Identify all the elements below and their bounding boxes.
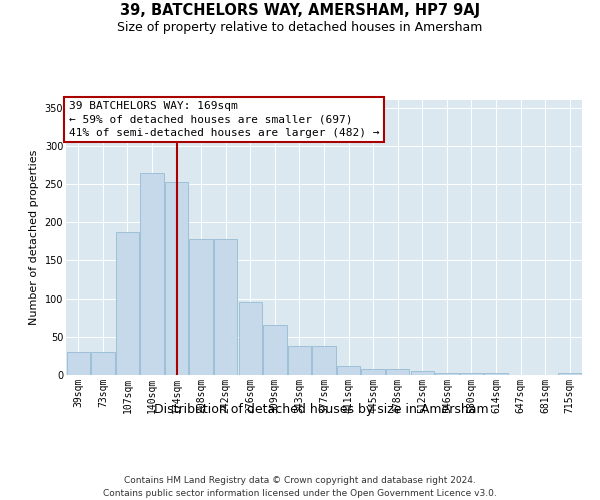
Bar (91, 352, 115, 375)
Bar (165, 182, 188, 375)
Y-axis label: Number of detached properties: Number of detached properties (29, 150, 39, 325)
Bar (410, 371, 434, 375)
Bar (460, 372, 483, 375)
Bar (386, 369, 409, 375)
Bar (361, 369, 385, 375)
Text: Distribution of detached houses by size in Amersham: Distribution of detached houses by size … (154, 402, 488, 415)
Text: Size of property relative to detached houses in Amersham: Size of property relative to detached ho… (118, 21, 482, 34)
Bar (214, 239, 238, 375)
Bar (558, 374, 581, 375)
Bar (288, 346, 311, 375)
Text: 39, BATCHELORS WAY, AMERSHAM, HP7 9AJ: 39, BATCHELORS WAY, AMERSHAM, HP7 9AJ (120, 2, 480, 18)
Bar (435, 372, 458, 375)
Bar (140, 172, 164, 375)
Bar (239, 302, 262, 375)
Bar (484, 374, 508, 375)
Bar (67, 352, 90, 375)
Bar (313, 346, 335, 375)
Bar (116, 232, 139, 375)
Text: 39 BATCHELORS WAY: 169sqm
← 59% of detached houses are smaller (697)
41% of semi: 39 BATCHELORS WAY: 169sqm ← 59% of detac… (68, 102, 379, 138)
Bar (190, 239, 213, 375)
Bar (337, 366, 360, 375)
Text: Contains HM Land Registry data © Crown copyright and database right 2024.
Contai: Contains HM Land Registry data © Crown c… (103, 476, 497, 498)
Bar (263, 326, 287, 375)
